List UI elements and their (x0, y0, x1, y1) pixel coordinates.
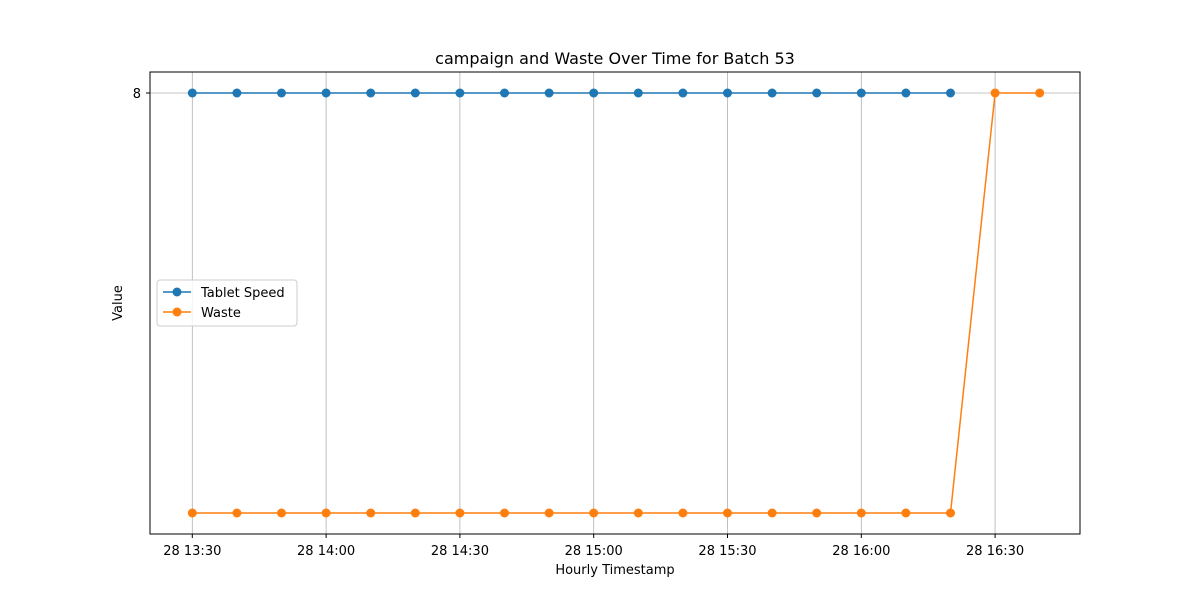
data-point-waste (767, 508, 777, 518)
data-point-tablet-speed (410, 88, 420, 98)
x-axis-ticks: 28 13:30 28 14:00 28 14:30 28 15:00 28 15:30… (163, 534, 1024, 559)
x-tick-label: 28 15:30 (698, 544, 756, 559)
data-point-tablet-speed (856, 88, 866, 98)
data-point-waste (990, 88, 1000, 98)
data-point-waste (633, 508, 643, 518)
series-waste (187, 88, 1045, 518)
data-point-tablet-speed (723, 88, 732, 98)
data-point-tablet-speed (544, 88, 554, 98)
y-tick-label: 8 (133, 87, 141, 102)
x-tick-label: 28 16:30 (966, 544, 1024, 559)
data-point-tablet-speed (277, 88, 286, 98)
data-point-tablet-speed (767, 88, 777, 98)
legend-marker-tablet-speed (172, 287, 182, 297)
data-point-tablet-speed (366, 88, 376, 98)
data-point-waste (321, 508, 331, 518)
series-tablet-speed (187, 88, 955, 98)
data-point-tablet-speed (589, 88, 599, 98)
data-point-waste (410, 508, 420, 518)
data-point-waste (455, 508, 465, 518)
series-line-waste (192, 92, 1040, 514)
data-point-waste (187, 508, 197, 518)
legend-label-tablet-speed: Tablet Speed (200, 286, 285, 301)
data-point-tablet-speed (812, 88, 822, 98)
data-point-tablet-speed (678, 88, 688, 98)
data-point-waste (366, 508, 376, 518)
x-tick-label: 28 14:30 (431, 544, 489, 559)
legend-box (156, 279, 298, 327)
data-point-tablet-speed (187, 88, 197, 98)
data-point-waste (589, 508, 599, 518)
data-point-waste (678, 508, 688, 518)
data-point-waste (1035, 88, 1045, 98)
data-point-tablet-speed (321, 88, 331, 98)
data-point-waste (723, 508, 732, 518)
x-tick-label: 28 16:00 (832, 544, 890, 559)
plot-frame (149, 71, 1081, 535)
y-axis-ticks: 8 (133, 87, 150, 102)
y-axis-label: Value (111, 285, 126, 321)
data-point-tablet-speed (455, 88, 465, 98)
x-tick-label: 28 14:00 (297, 544, 355, 559)
x-tick-label: 28 15:00 (565, 544, 623, 559)
data-point-waste (901, 508, 911, 518)
data-point-waste (232, 508, 242, 518)
data-point-waste (277, 508, 286, 518)
data-point-tablet-speed (901, 88, 911, 98)
legend: Tablet Speed Waste (156, 279, 298, 327)
chart-title: campaign and Waste Over Time for Batch 5… (435, 49, 795, 68)
x-axis-label: Hourly Timestamp (555, 563, 674, 578)
data-point-tablet-speed (232, 88, 242, 98)
data-point-waste (856, 508, 866, 518)
data-point-tablet-speed (946, 88, 955, 98)
series-group (187, 88, 1045, 518)
data-point-waste (946, 508, 955, 518)
data-point-waste (500, 508, 509, 518)
x-tick-label: 28 13:30 (163, 544, 221, 559)
data-point-waste (812, 508, 822, 518)
legend-label-waste: Waste (201, 306, 241, 321)
data-point-waste (544, 508, 554, 518)
data-point-tablet-speed (633, 88, 643, 98)
legend-marker-waste (172, 307, 182, 317)
data-point-tablet-speed (500, 88, 509, 98)
